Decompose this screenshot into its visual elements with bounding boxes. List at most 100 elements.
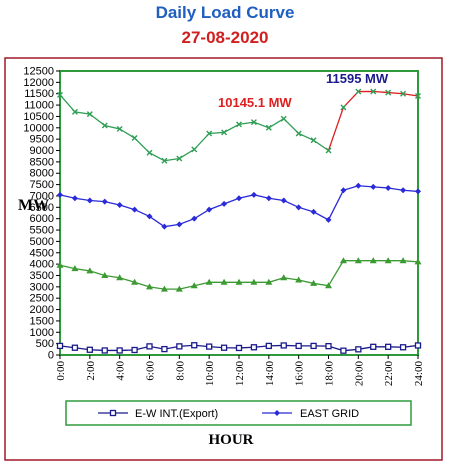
x-tick-label: 4:00 [115, 361, 127, 381]
data-point [295, 130, 302, 137]
data-point [57, 91, 63, 98]
data-point [280, 115, 287, 122]
data-point [101, 122, 108, 129]
data-point [370, 88, 377, 95]
data-point [116, 125, 123, 132]
data-point [191, 215, 198, 222]
y-tick-label: 1000 [30, 327, 54, 339]
data-point [131, 346, 138, 354]
outer-frame [4, 57, 443, 461]
y-tick-label: 3000 [30, 281, 54, 293]
data-point [101, 198, 108, 205]
legend-label: E-W INT.(Export) [135, 408, 218, 420]
data-point [385, 89, 392, 96]
data-point [191, 342, 198, 349]
data-point [414, 258, 422, 265]
y-tick-label: 7500 [30, 179, 54, 191]
data-point [384, 257, 392, 264]
y-tick-label: 10500 [23, 111, 54, 123]
y-tick-label: 12500 [23, 66, 54, 78]
data-point [176, 221, 183, 228]
data-point [57, 191, 63, 198]
data-point [146, 213, 153, 220]
data-point [101, 347, 108, 354]
x-axis-label: HOUR [209, 432, 254, 448]
data-point [265, 195, 272, 202]
data-point [71, 108, 78, 115]
data-point [369, 257, 377, 264]
data-point [399, 344, 407, 351]
data-point [206, 130, 213, 137]
data-point [310, 137, 317, 144]
data-point [220, 278, 228, 285]
y-tick-label: 11500 [24, 88, 54, 100]
data-point [415, 188, 421, 195]
y-tick-label: 9500 [30, 134, 54, 146]
data-point [325, 147, 332, 154]
data-point [310, 279, 318, 286]
data-point [236, 195, 242, 202]
x-tick-label: 8:00 [174, 361, 186, 381]
x-tick-label: 16:00 [294, 361, 306, 387]
data-point [56, 342, 64, 350]
data-point [414, 342, 422, 349]
data-point [146, 343, 153, 350]
data-point [310, 208, 317, 215]
data-point [161, 345, 168, 353]
data-point [274, 410, 280, 416]
data-point [280, 342, 287, 349]
data-point [280, 197, 287, 204]
data-point [176, 155, 183, 162]
annotation-evening-peak: 11595 MW [326, 71, 389, 86]
y-tick-label: 4000 [30, 259, 54, 271]
plot-area [59, 70, 419, 356]
x-tick-label: 22:00 [383, 361, 395, 387]
y-tick-label: 2000 [30, 304, 54, 316]
x-tick-label: 6:00 [145, 361, 157, 381]
data-point [325, 342, 332, 350]
data-point [265, 342, 272, 350]
data-point [250, 278, 258, 285]
data-point [71, 265, 79, 272]
data-point [280, 274, 288, 281]
data-point [235, 344, 243, 352]
data-point [71, 344, 79, 351]
data-point [86, 346, 93, 353]
x-tick-label: 14:00 [264, 361, 276, 387]
data-point [355, 88, 362, 95]
data-point [71, 195, 78, 202]
y-tick-label: 2500 [30, 293, 54, 305]
y-tick-label: 10000 [23, 122, 54, 134]
data-point [86, 267, 94, 274]
y-tick-label: 7000 [30, 190, 54, 202]
data-point [221, 129, 228, 136]
data-point [400, 187, 407, 194]
data-point [176, 343, 183, 350]
data-point [131, 135, 138, 142]
data-point [295, 342, 302, 350]
data-point [206, 343, 213, 350]
data-point [354, 257, 362, 264]
annotation-day-peak: 10145.1 MW [218, 95, 292, 110]
x-tick-label: 20:00 [353, 361, 365, 387]
data-point [340, 104, 347, 111]
y-axis-label: MW [18, 197, 49, 214]
y-tick-label: 6500 [30, 202, 54, 214]
y-tick-label: 5500 [30, 225, 54, 237]
data-point [116, 347, 123, 354]
data-point [236, 121, 242, 128]
data-point [385, 343, 392, 350]
data-point [116, 202, 123, 209]
data-point [206, 206, 213, 213]
data-point [250, 191, 257, 198]
data-point [265, 124, 272, 131]
data-point [220, 344, 228, 351]
chart-date: 27-08-2020 [181, 28, 269, 47]
data-point [146, 149, 153, 156]
data-point [235, 278, 243, 285]
data-point [339, 257, 347, 264]
x-tick-label: 0:00 [55, 361, 67, 381]
data-point [325, 216, 332, 223]
y-tick-label: 8500 [30, 156, 54, 168]
data-point [221, 200, 228, 207]
